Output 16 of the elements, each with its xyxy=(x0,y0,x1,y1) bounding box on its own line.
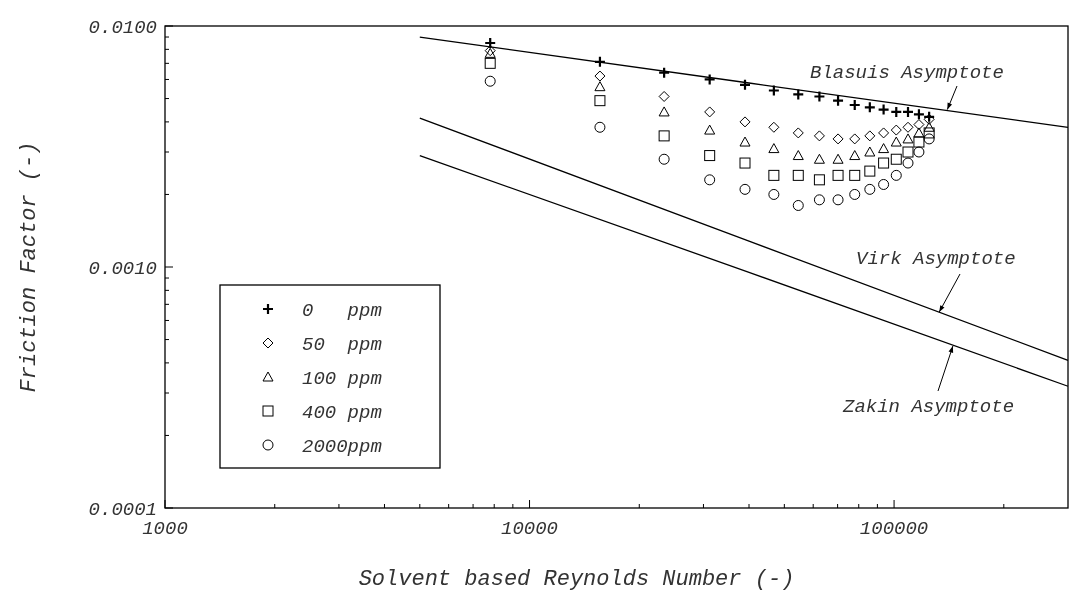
y-tick-label: 0.0100 xyxy=(88,16,157,39)
x-tick-label: 100000 xyxy=(859,518,929,540)
y-tick-label: 0.0010 xyxy=(88,257,157,280)
y-tick-label: 0.0001 xyxy=(88,498,157,521)
legend-label: 100 ppm xyxy=(302,367,382,390)
annotation: Zakin Asymptote xyxy=(842,396,1015,418)
x-tick-label: 1000 xyxy=(142,518,188,540)
annotation: Virk Asymptote xyxy=(856,248,1016,270)
legend-label: 0 ppm xyxy=(302,299,382,322)
x-axis-title: Solvent based Reynolds Number (-) xyxy=(358,567,795,592)
y-axis-title: Friction Factor (-) xyxy=(17,141,42,393)
annotation: Blasuis Asymptote xyxy=(810,62,1004,84)
legend-label: 400 ppm xyxy=(302,401,382,424)
legend-label: 2000ppm xyxy=(302,435,382,458)
legend-label: 50 ppm xyxy=(302,333,382,356)
x-tick-label: 10000 xyxy=(501,518,559,540)
